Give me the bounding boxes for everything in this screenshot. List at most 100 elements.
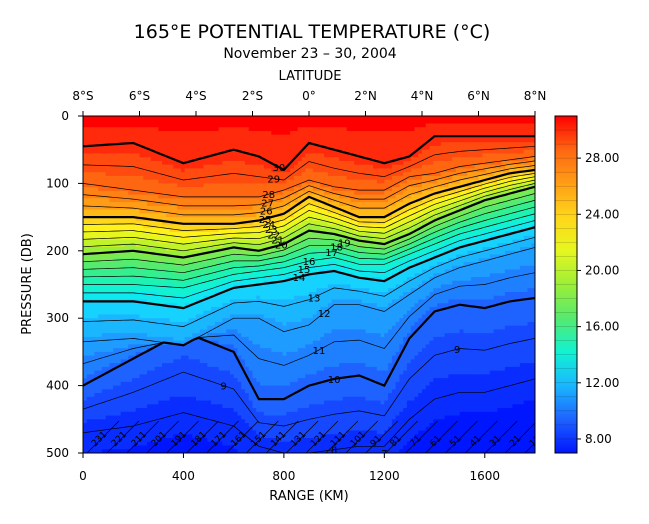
field-cell (369, 224, 374, 229)
field-cell (486, 232, 491, 237)
field-cell (90, 142, 95, 147)
field-cell (440, 130, 446, 136)
field-cell (448, 149, 453, 155)
field-cell (365, 175, 370, 181)
field-cell (418, 194, 423, 199)
field-cell (147, 213, 152, 218)
field-cell (399, 138, 404, 143)
field-cell (101, 220, 107, 226)
field-cell (429, 134, 434, 140)
field-cell (131, 187, 137, 192)
field-cell (459, 194, 465, 199)
field-cell (324, 209, 329, 214)
field-cell (241, 153, 246, 158)
field-cell (139, 168, 144, 173)
field-cell (263, 153, 269, 158)
field-cell (346, 224, 352, 229)
field-cell (135, 160, 141, 166)
field-cell (486, 172, 491, 177)
field-cell (180, 190, 186, 196)
field-cell (339, 262, 344, 267)
field-cell (380, 134, 385, 140)
field-cell (116, 220, 122, 226)
field-cell (354, 209, 359, 214)
field-cell (316, 190, 321, 196)
field-cell (376, 164, 382, 170)
field-cell (229, 168, 235, 173)
field-cell (463, 254, 468, 259)
field-cell (256, 235, 261, 241)
field-cell (143, 202, 148, 207)
field-cell (440, 172, 446, 177)
field-cell (459, 262, 465, 267)
field-cell (395, 175, 400, 181)
field-cell (282, 239, 287, 244)
field-cell (376, 209, 382, 214)
field-cell (229, 160, 235, 166)
field-cell (373, 179, 378, 184)
field-cell (470, 220, 476, 226)
field-cell (346, 175, 352, 181)
field-cell (519, 232, 525, 237)
field-cell (395, 265, 400, 271)
field-cell (312, 220, 318, 226)
field-cell (369, 160, 374, 166)
field-cell (463, 187, 468, 192)
field-cell (203, 269, 208, 274)
field-cell (357, 138, 363, 143)
field-cell (391, 149, 397, 155)
field-cell (154, 258, 159, 263)
field-cell (248, 209, 254, 214)
field-cell (229, 213, 235, 218)
field-cell (399, 187, 404, 192)
field-cell (177, 198, 182, 203)
field-cell (380, 217, 385, 222)
field-cell (109, 190, 114, 196)
field-cell (497, 262, 502, 267)
field-cell (523, 190, 529, 196)
field-cell (331, 183, 336, 188)
field-cell (290, 116, 295, 121)
field-cell (237, 269, 242, 274)
field-cell (290, 123, 295, 128)
field-cell (373, 130, 378, 136)
field-cell (406, 254, 412, 259)
field-cell (158, 247, 163, 252)
field-cell (403, 213, 408, 218)
field-cell (354, 145, 359, 151)
field-cell (147, 123, 152, 128)
field-cell (324, 127, 329, 132)
field-cell (165, 134, 171, 140)
field-cell (342, 220, 348, 226)
field-cell (124, 175, 129, 181)
field-cell (429, 149, 434, 155)
field-cell (226, 116, 231, 121)
field-cell (150, 153, 156, 158)
field-cell (463, 138, 468, 143)
field-cell (320, 232, 325, 237)
field-cell (154, 127, 159, 132)
field-cell (357, 134, 363, 140)
field-cell (357, 220, 363, 226)
field-cell (290, 213, 295, 218)
field-cell (196, 134, 201, 140)
field-cell (135, 254, 141, 259)
field-cell (211, 175, 216, 181)
field-cell (237, 205, 242, 211)
field-cell (169, 145, 174, 151)
field-cell (373, 160, 378, 166)
field-cell (290, 153, 295, 158)
field-cell (252, 175, 257, 181)
field-cell (422, 190, 427, 196)
field-cell (418, 138, 423, 143)
field-cell (278, 160, 284, 166)
field-cell (301, 250, 306, 256)
field-cell (248, 258, 254, 263)
field-cell (267, 247, 272, 252)
field-cell (173, 153, 178, 158)
field-cell (403, 127, 408, 132)
field-cell (444, 183, 449, 188)
field-cell (429, 119, 434, 125)
field-cell (256, 157, 261, 162)
chart-subtitle: November 23 – 30, 2004 (223, 46, 396, 62)
